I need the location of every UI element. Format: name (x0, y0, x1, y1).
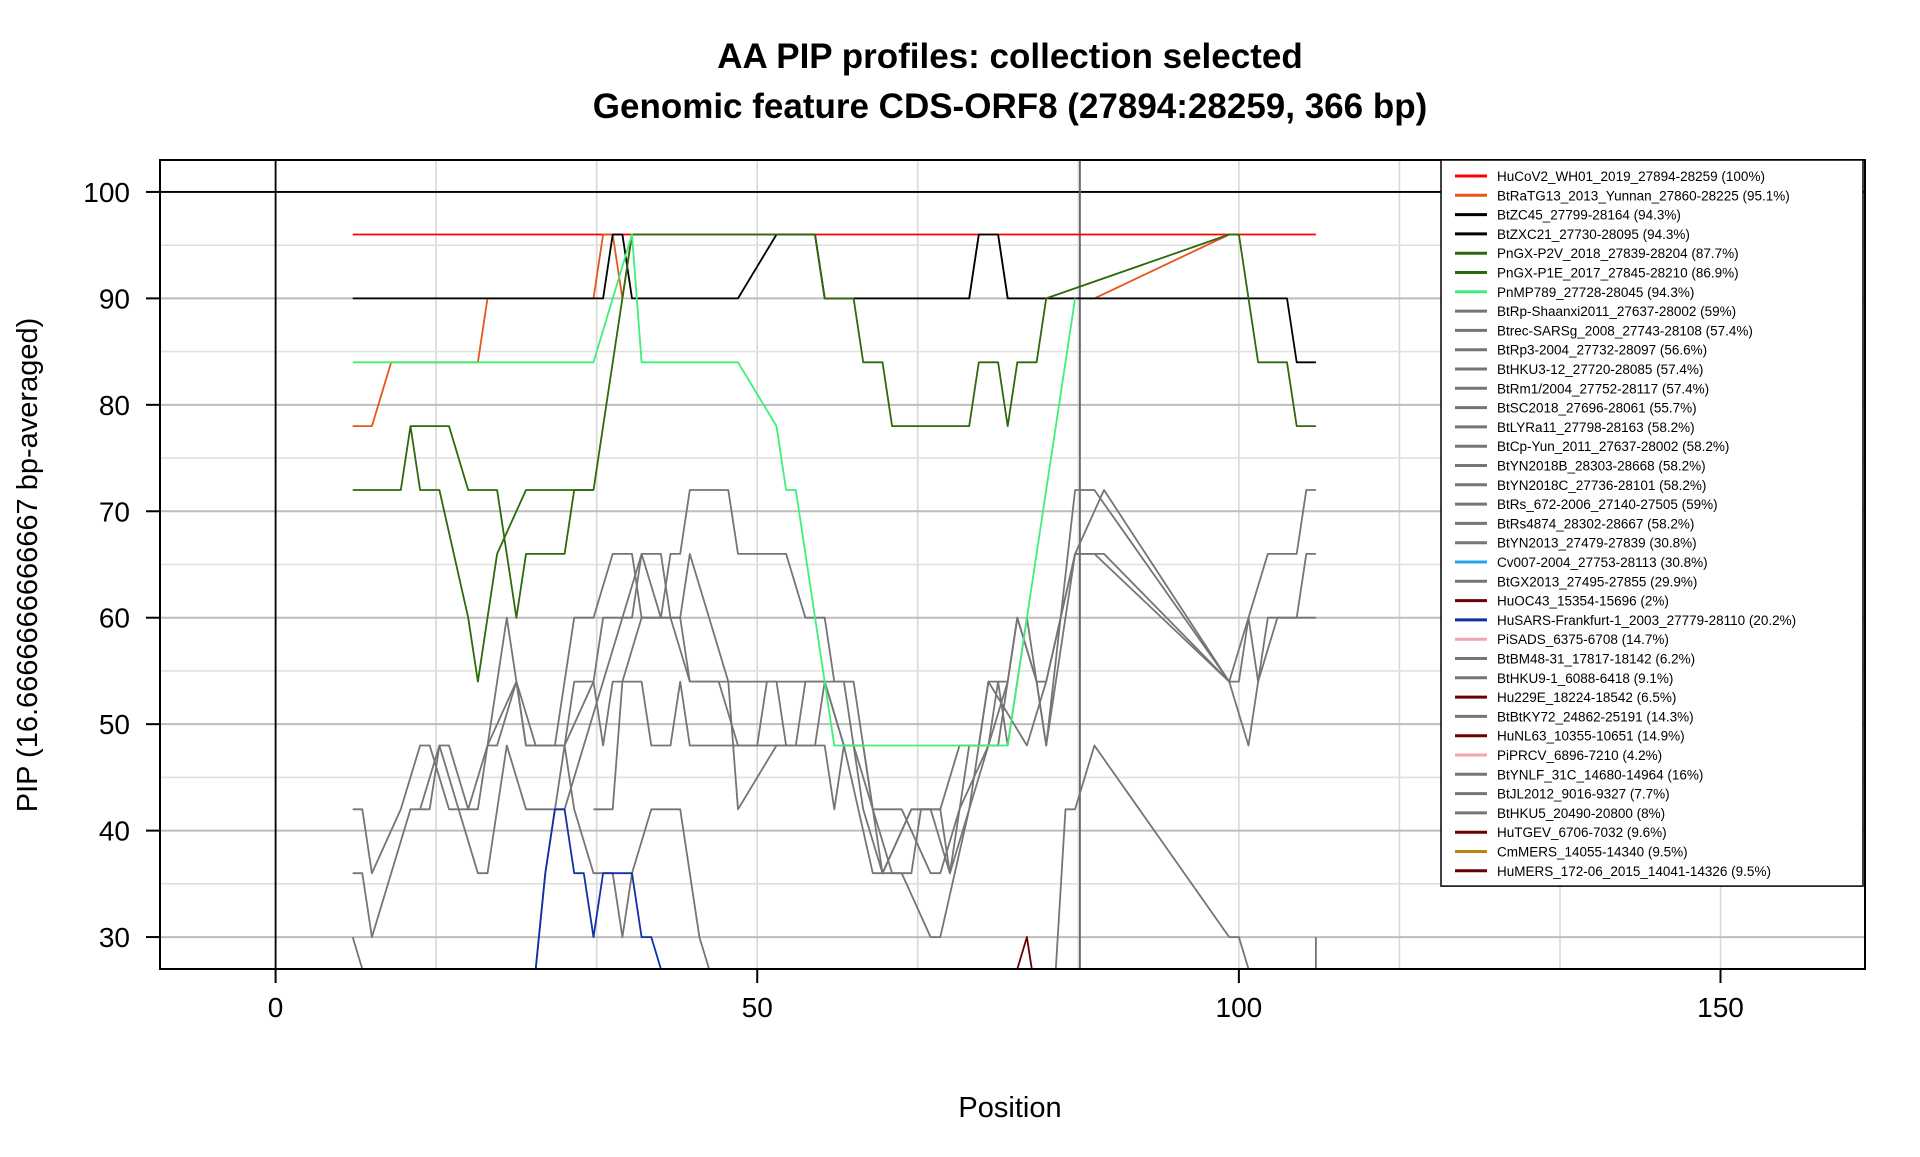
legend-entry: BtYN2018B_28303-28668 (58.2%) (1497, 459, 1706, 474)
series-line-6 (352, 233, 1076, 747)
legend-entry: Hu229E_18224-18542 (6.5%) (1497, 690, 1676, 705)
y-tick-label: 50 (99, 709, 130, 740)
legend-entry: BtRs4874_28302-28667 (58.2%) (1497, 516, 1694, 531)
y-tick-label: 40 (99, 816, 130, 847)
legend-entry: Cv007-2004_27753-28113 (30.8%) (1497, 555, 1708, 570)
y-tick-label: 80 (99, 390, 130, 421)
x-tick-label: 0 (268, 992, 284, 1023)
x-axis-label: Position (958, 1092, 1061, 1124)
legend-entry: BtHKU3-12_27720-28085 (57.4%) (1497, 362, 1703, 377)
legend-entry: PnGX-P2V_2018_27839-28204 (87.7%) (1497, 246, 1739, 261)
legend-entry: PiPRCV_6896-7210 (4.2%) (1497, 748, 1662, 763)
series-line-5 (409, 425, 594, 683)
legend-entry: HuOC43_15354-15696 (2%) (1497, 594, 1669, 609)
series-line-1 (352, 233, 1239, 428)
series-lines (351, 233, 1317, 970)
legend-entry: PnMP789_27728-28045 (94.3%) (1497, 285, 1694, 300)
legend-entry: Btrec-SARSg_2008_27743-28108 (57.4%) (1497, 323, 1753, 338)
legend-entry: CmMERS_14055-14340 (9.5%) (1497, 845, 1688, 860)
y-axis: 30 40 50 60 70 80 90 100 (83, 177, 160, 953)
y-tick-label: 90 (99, 283, 130, 314)
legend-entry: BtRm1/2004_27752-28117 (57.4%) (1497, 381, 1709, 396)
legend-entry: BtYN2018C_27736-28101 (58.2%) (1497, 478, 1706, 493)
legend-entry: BtRs_672-2006_27140-27505 (59%) (1497, 497, 1718, 512)
series-line-11 (593, 553, 1316, 875)
legend-entry: HuSARS-Frankfurt-1_2003_27779-28110 (20.… (1497, 613, 1796, 628)
series-line-19 (351, 744, 1317, 970)
legend: HuCoV2_WH01_2019_27894-28259 (100%) BtRaT… (1440, 159, 1864, 887)
legend-box (1440, 159, 1864, 887)
legend-entry: BtYN2013_27479-27839 (30.8%) (1497, 536, 1697, 551)
legend-entry: BtZC45_27799-28164 (94.3%) (1497, 208, 1681, 223)
legend-entry: PiSADS_6375-6708 (14.7%) (1497, 632, 1669, 647)
legend-entry: BtLYRa11_27798-28163 (58.2%) (1497, 420, 1695, 435)
legend-entry: BtJL2012_9016-9327 (7.7%) (1497, 787, 1670, 802)
legend-entry: BtRp3-2004_27732-28097 (56.6%) (1497, 343, 1707, 358)
legend-entry: HuTGEV_6706-7032 (9.6%) (1497, 825, 1667, 840)
legend-entry: BtHKU9-1_6088-6418 (9.1%) (1497, 671, 1673, 686)
legend-entry: BtGX2013_27495-27855 (29.9%) (1497, 574, 1697, 589)
legend-entry: BtBtKY72_24862-25191 (14.3%) (1497, 709, 1694, 724)
legend-entry: BtCp-Yun_2011_27637-28002 (58.2%) (1497, 439, 1729, 454)
legend-entry: HuMERS_172-06_2015_14041-14326 (9.5%) (1497, 864, 1771, 879)
legend-entry: HuCoV2_WH01_2019_27894-28259 (100%) (1497, 169, 1765, 184)
y-tick-label: 30 (99, 922, 130, 953)
chart-subtitle: Genomic feature CDS-ORF8 (27894:28259, 3… (593, 87, 1427, 126)
legend-entry: BtRaTG13_2013_Yunnan_27860-28225 (95.1%) (1497, 188, 1790, 203)
chart-title: AA PIP profiles: collection selected (717, 37, 1302, 76)
y-tick-label: 100 (83, 177, 130, 208)
series-line-4 (352, 233, 1316, 619)
y-tick-label: 70 (99, 496, 130, 527)
x-axis: 0 50 100 150 (268, 968, 1744, 1023)
legend-entry: BtZXC21_27730-28095 (94.3%) (1497, 227, 1690, 242)
legend-entry: BtRp-Shaanxi2011_27637-28002 (59%) (1497, 304, 1736, 319)
legend-entry: BtBM48-31_17817-18142 (6.2%) (1497, 652, 1695, 667)
series-line-23 (534, 808, 662, 970)
legend-entry: PnGX-P1E_2017_27845-28210 (86.9%) (1497, 266, 1739, 281)
y-axis-label: PIP (16.6666666666667 bp-averaged) (12, 318, 44, 812)
series-line-22 (1016, 936, 1033, 970)
y-tick-label: 60 (99, 603, 130, 634)
legend-entry: HuNL63_10355-10651 (14.9%) (1497, 729, 1685, 744)
x-tick-label: 150 (1697, 992, 1744, 1023)
legend-entry: BtHKU5_20490-20800 (8%) (1497, 806, 1665, 821)
series-line-9 (419, 489, 1230, 875)
legend-entry: BtSC2018_27696-28061 (55.7%) (1497, 401, 1697, 416)
x-tick-label: 100 (1216, 992, 1263, 1023)
x-tick-label: 50 (742, 992, 773, 1023)
legend-entry: BtYNLF_31C_14680-14964 (16%) (1497, 767, 1703, 782)
